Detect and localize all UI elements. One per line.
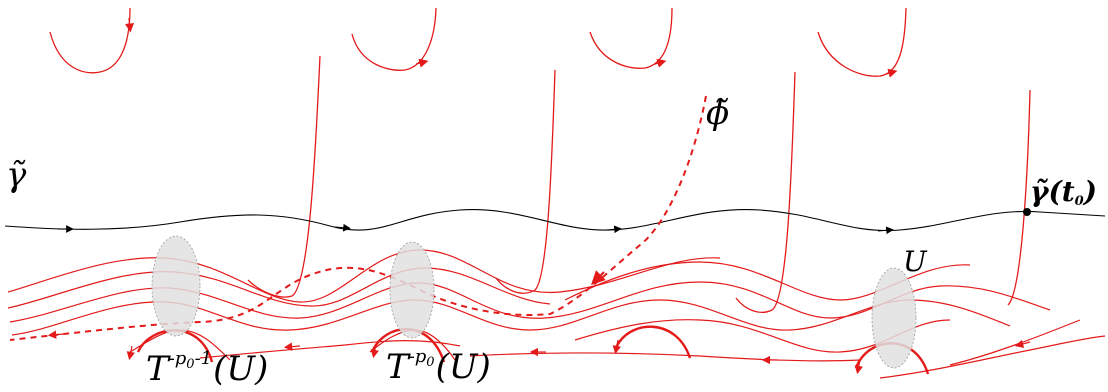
gamma-t0-sub: 0 bbox=[1074, 194, 1084, 209]
vertical-curve-3 bbox=[735, 71, 796, 313]
top-arc-1-arrow bbox=[125, 17, 135, 33]
vertical-curve-4 bbox=[1007, 89, 1031, 306]
gamma-curve bbox=[4, 208, 1106, 232]
gamma-tilde-label: γ̃ bbox=[6, 158, 26, 192]
phi-arrow bbox=[591, 270, 606, 285]
T-p0-minus1-exp-rest: -1 bbox=[194, 348, 213, 369]
top-arc-2 bbox=[351, 7, 437, 71]
gamma-t0-label: γ̃(t0) bbox=[1030, 175, 1097, 209]
ellipse-T-p0-U bbox=[389, 241, 435, 339]
T-p0-exp: -p0 bbox=[408, 346, 435, 370]
vertical-curve-2 bbox=[495, 69, 556, 294]
top-arc-4-arrow bbox=[885, 68, 898, 78]
ellipse-T-p0-minus1-U bbox=[151, 235, 201, 337]
gamma-t0-open: (t bbox=[1048, 175, 1075, 208]
gamma-t0-close: ) bbox=[1083, 175, 1097, 208]
top-arc-1 bbox=[49, 7, 131, 74]
phi-tilde-label: ϕ̃ bbox=[706, 96, 729, 130]
lower-arrows bbox=[47, 330, 1031, 375]
phi-dashed-curve bbox=[9, 95, 707, 341]
gamma-tilde-text: γ̃ bbox=[6, 155, 27, 195]
vertical-curves bbox=[247, 55, 1031, 313]
U-text: U bbox=[903, 245, 927, 278]
T-p0-minus1-U-label: T-p0-1(U) bbox=[146, 348, 269, 389]
gamma-t0-gamma: γ̃ bbox=[1030, 175, 1049, 208]
T-p0-arg: (U) bbox=[435, 347, 491, 387]
top-arc-3 bbox=[589, 7, 673, 69]
U-label: U bbox=[903, 248, 927, 276]
T-p0-U-label: T-p0(U) bbox=[386, 346, 491, 387]
T-p0-exp-sub: 0 bbox=[426, 355, 435, 370]
ellipses bbox=[151, 235, 917, 369]
ellipse-U bbox=[871, 267, 917, 369]
T-p0-minus1-arg: (U) bbox=[213, 349, 269, 389]
top-arc-4 bbox=[817, 7, 907, 77]
thick-arc-3 bbox=[614, 325, 692, 359]
vertical-curve-1 bbox=[247, 55, 321, 298]
T-p0-minus1-exp-p: -p bbox=[168, 348, 187, 369]
T-p0-base: T bbox=[386, 347, 409, 387]
gamma-t0-point bbox=[1023, 208, 1031, 216]
T-p0-exp-p: -p bbox=[408, 346, 427, 367]
phi-tilde-text: ϕ̃ bbox=[706, 93, 730, 133]
top-arcs bbox=[49, 7, 907, 78]
T-p0-minus1-base: T bbox=[146, 349, 169, 389]
top-arc-3-arrow bbox=[654, 58, 667, 68]
T-p0-minus1-exp: -p0-1 bbox=[168, 348, 213, 372]
T-p0-minus1-exp-sub: 0 bbox=[186, 357, 195, 372]
gamma-arrows bbox=[58, 223, 894, 235]
top-arc-2-arrow bbox=[415, 58, 429, 68]
